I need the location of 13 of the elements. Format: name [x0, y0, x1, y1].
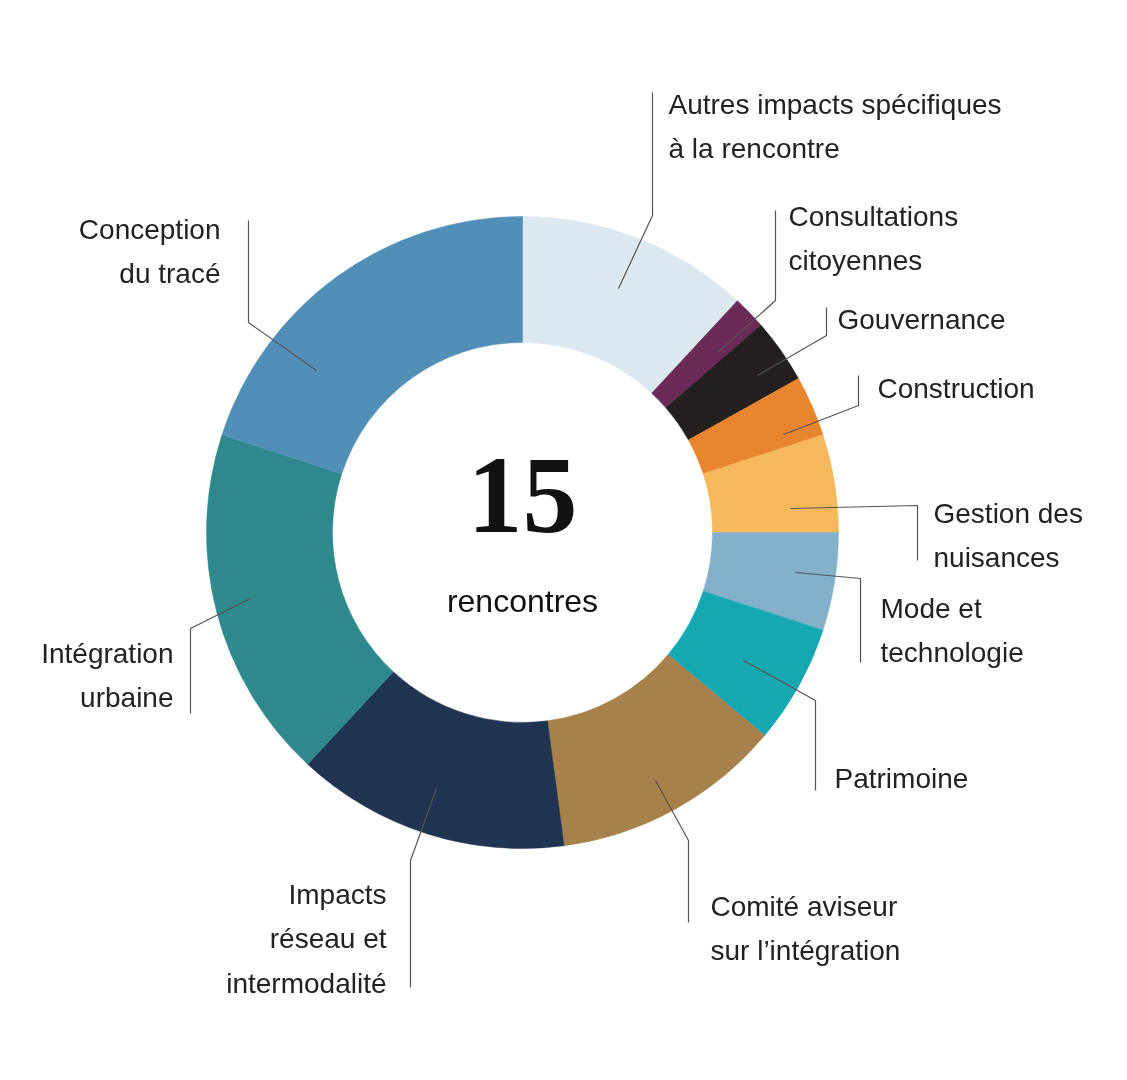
text: rencontres — [446, 582, 599, 619]
slice-label: Mode et technologie — [880, 592, 1024, 669]
slice-label: Consultations citoyennes — [788, 200, 959, 277]
slice-label: Patrimoine — [834, 762, 969, 794]
slice-label: Autres impacts spécifiques à la rencontre — [668, 88, 1002, 165]
text: 15 — [467, 434, 578, 556]
slice-label: Comité aviseur sur l’intégration — [710, 890, 901, 967]
slice-label: Gouvernance — [837, 303, 1006, 335]
slice-label: Gestion des nuisances — [933, 497, 1083, 574]
slice-label: Impacts réseau et intermodalité — [226, 878, 387, 1000]
slice-label: Construction — [877, 372, 1035, 404]
slice-label: Intégration urbaine — [41, 637, 174, 714]
slice-label: Conception du tracé — [78, 213, 221, 290]
